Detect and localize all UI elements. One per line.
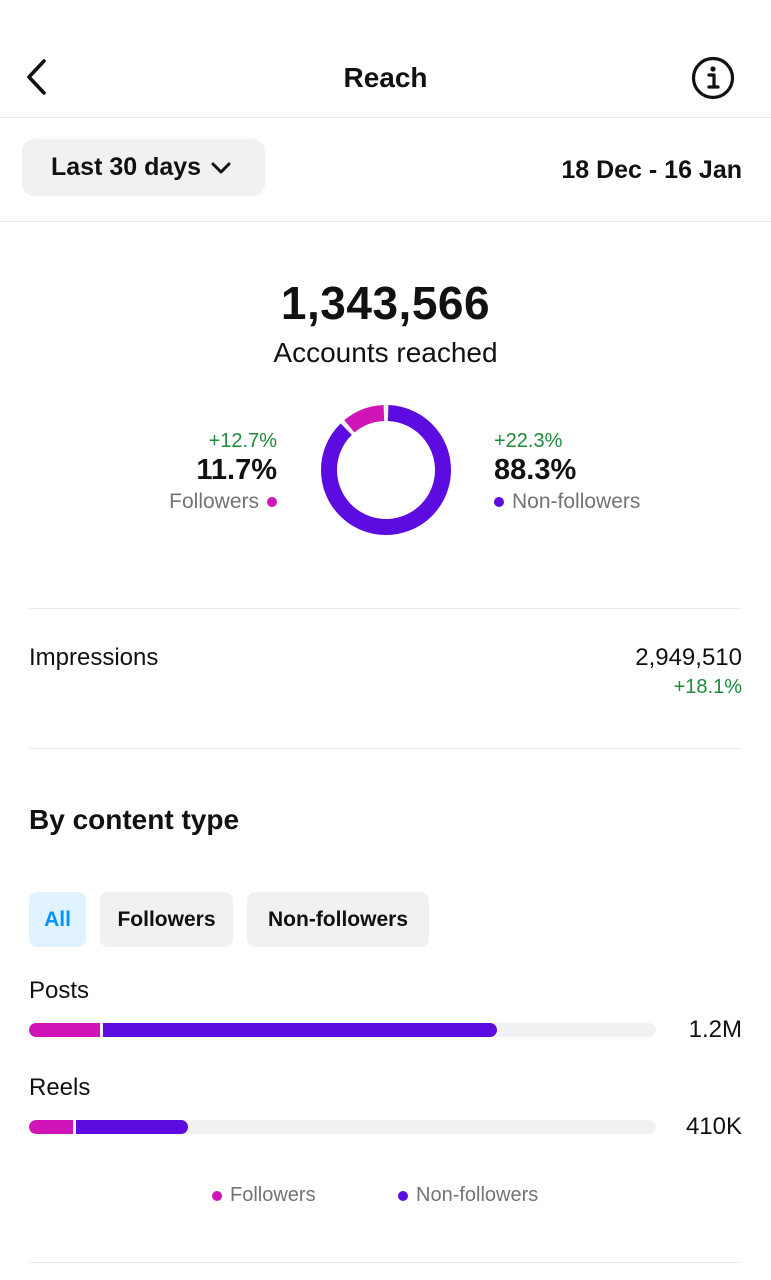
legend-non-followers: Non-followers xyxy=(398,1184,538,1207)
followers-label: Followers xyxy=(169,490,259,513)
date-range-text: 18 Dec - 16 Jan xyxy=(561,156,742,184)
reels-value: 410K xyxy=(685,1113,742,1140)
followers-legend: Followers xyxy=(169,486,277,518)
date-range-selector[interactable]: Last 30 days xyxy=(22,139,265,196)
non-followers-percent: 88.3% xyxy=(494,454,577,486)
legend-non-followers-label: Non-followers xyxy=(416,1184,539,1206)
impressions-change: +18.1% xyxy=(673,676,742,698)
filter-chip-all[interactable]: All xyxy=(29,892,86,947)
non-followers-dot-icon xyxy=(398,1190,408,1201)
date-range-selector-label: Last 30 days xyxy=(51,153,202,181)
info-button[interactable] xyxy=(690,55,736,101)
posts-bar xyxy=(29,1023,656,1037)
chevron-left-icon xyxy=(27,59,46,95)
page-title: Reach xyxy=(343,62,428,93)
legend-followers-label: Followers xyxy=(230,1184,316,1206)
non-followers-dot-icon xyxy=(494,497,504,507)
chevron-down-icon xyxy=(211,162,231,173)
reels-bar-non-followers xyxy=(75,1120,189,1134)
followers-change: +12.7% xyxy=(208,430,277,452)
posts-bar-non-followers xyxy=(102,1023,498,1037)
non-followers-label: Non-followers xyxy=(512,490,641,513)
filter-chip-non-followers[interactable]: Non-followers xyxy=(247,892,429,947)
back-button[interactable] xyxy=(16,52,56,102)
followers-donut-chart xyxy=(321,405,451,535)
posts-bar-followers xyxy=(29,1023,100,1037)
reels-bar xyxy=(29,1120,656,1134)
non-followers-change: +22.3% xyxy=(494,430,563,452)
legend-followers: Followers xyxy=(212,1184,316,1207)
donut-segment-followers xyxy=(344,405,385,433)
posts-label: Posts xyxy=(29,977,90,1004)
donut-segment-non-followers xyxy=(321,405,451,535)
followers-dot-icon xyxy=(212,1190,222,1201)
section-title: By content type xyxy=(29,804,240,835)
accounts-reached-label: Accounts reached xyxy=(273,337,498,368)
filter-chip-followers[interactable]: Followers xyxy=(100,892,233,947)
impressions-label: Impressions xyxy=(29,644,159,671)
reels-label: Reels xyxy=(29,1074,91,1101)
posts-value: 1.2M xyxy=(688,1016,742,1043)
non-followers-legend: Non-followers xyxy=(494,486,640,518)
followers-percent: 11.7% xyxy=(196,454,277,486)
followers-stat: +12.7% 11.7% Followers xyxy=(169,428,277,518)
divider xyxy=(29,608,741,609)
divider xyxy=(29,1262,741,1263)
info-icon xyxy=(691,56,735,100)
accounts-reached-total: 1,343,566 xyxy=(280,277,491,329)
followers-dot-icon xyxy=(267,497,277,507)
reels-bar-followers xyxy=(29,1120,73,1134)
non-followers-stat: +22.3% 88.3% Non-followers xyxy=(494,428,640,518)
date-range-bar: Last 30 days 18 Dec - 16 Jan xyxy=(0,118,771,222)
top-bar: Reach xyxy=(0,0,771,118)
divider xyxy=(29,748,741,749)
impressions-value: 2,949,510 xyxy=(635,644,742,671)
